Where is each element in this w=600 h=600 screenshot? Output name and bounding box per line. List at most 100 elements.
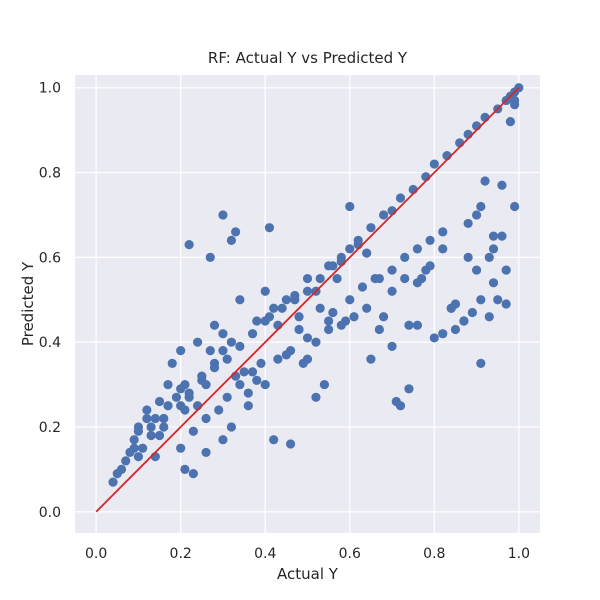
scatter-point — [349, 312, 359, 322]
scatter-point — [218, 346, 228, 356]
scatter-point — [412, 320, 423, 330]
scatter-point — [387, 265, 397, 275]
scatter-point — [378, 312, 389, 322]
y-tick-labels: 0.0 0.2 0.4 0.6 0.8 1.0 — [39, 81, 61, 521]
scatter-point — [471, 265, 482, 275]
scatter-point — [366, 223, 376, 233]
scatter-point — [315, 303, 325, 313]
scatter-point — [505, 117, 516, 127]
y-tick-label: 1.0 — [39, 81, 61, 97]
scatter-point — [176, 401, 186, 411]
scatter-point — [362, 248, 372, 258]
scatter-point — [417, 273, 427, 284]
y-tick-label: 0.2 — [39, 420, 61, 436]
scatter-point — [192, 337, 203, 347]
scatter-point — [205, 346, 215, 356]
scatter-point — [488, 244, 499, 254]
scatter-point — [429, 333, 439, 343]
scatter-point — [214, 405, 224, 415]
scatter-point — [311, 392, 321, 402]
x-tick-label: 1.0 — [508, 546, 530, 562]
scatter-point — [154, 430, 165, 441]
scatter-point — [112, 469, 122, 479]
scatter-point — [108, 477, 118, 487]
x-tick-labels: 0.0 0.2 0.4 0.6 0.8 1.0 — [85, 546, 530, 562]
scatter-point — [501, 299, 511, 309]
scatter-point — [142, 405, 152, 415]
scatter-point — [235, 295, 245, 305]
scatter-point — [269, 303, 279, 313]
scatter-point — [163, 379, 173, 390]
scatter-point — [463, 218, 473, 229]
scatter-point — [302, 286, 313, 296]
x-axis-label: Actual Y — [277, 565, 339, 583]
scatter-point — [374, 273, 384, 284]
y-tick-label: 0.8 — [39, 166, 61, 182]
scatter-point — [463, 252, 473, 262]
scatter-point — [484, 252, 494, 262]
scatter-point — [311, 337, 321, 347]
scatter-point — [497, 180, 507, 190]
scatter-point — [260, 379, 270, 390]
scatter-point — [450, 324, 461, 335]
scatter-point — [176, 443, 186, 453]
scatter-point — [154, 396, 165, 407]
x-tick-label: 0.4 — [254, 546, 276, 562]
chart-title: RF: Actual Y vs Predicted Y — [208, 49, 408, 67]
scatter-point — [324, 316, 334, 326]
scatter-point — [176, 384, 186, 394]
scatter-point — [269, 435, 279, 445]
scatter-point — [129, 435, 139, 445]
scatter-point — [121, 456, 131, 466]
scatter-point — [226, 235, 237, 245]
x-tick-label: 0.0 — [85, 546, 107, 562]
scatter-point — [302, 273, 313, 284]
scatter-point — [277, 303, 287, 313]
scatter-point — [493, 295, 503, 305]
scatter-point — [205, 252, 215, 262]
x-tick-label: 0.8 — [423, 546, 445, 562]
scatter-point — [510, 201, 520, 212]
scatter-point — [387, 286, 397, 296]
scatter-point — [501, 265, 511, 275]
scatter-point — [243, 388, 253, 398]
scatter-point — [400, 252, 410, 262]
scatter-point — [159, 413, 169, 424]
scatter-point — [467, 307, 477, 318]
scatter-point — [146, 430, 156, 441]
scatter-point — [378, 210, 389, 220]
scatter-point — [484, 312, 494, 322]
scatter-point — [260, 286, 270, 296]
scatter-point — [133, 422, 144, 432]
scatter-point — [133, 452, 144, 462]
scatter-point — [209, 320, 220, 330]
y-tick-label: 0.0 — [39, 505, 61, 521]
scatter-point — [222, 354, 232, 364]
scatter-point — [497, 231, 507, 241]
scatter-point — [438, 329, 448, 339]
scatter-point — [256, 358, 266, 368]
scatter-point — [176, 346, 186, 356]
scatter-point — [218, 210, 228, 220]
scatter-point — [471, 210, 482, 220]
scatter-point — [319, 379, 330, 390]
identity-reference-line — [95, 87, 520, 513]
scatter-point — [387, 341, 397, 352]
scatter-point — [395, 193, 406, 203]
scatter-point — [315, 273, 325, 284]
scatter-point — [150, 413, 160, 424]
scatter-point — [332, 273, 342, 284]
scatter-point — [476, 358, 486, 368]
y-tick-label: 0.6 — [39, 250, 61, 266]
scatter-point — [222, 392, 232, 402]
scatter-point — [163, 401, 173, 411]
scatter-point — [159, 422, 169, 432]
scatter-point — [209, 363, 220, 373]
scatter-point — [201, 447, 211, 458]
scatter-point — [201, 413, 211, 424]
scatter-point — [129, 443, 139, 453]
scatter-point — [264, 223, 275, 233]
scatter-point — [285, 346, 296, 356]
